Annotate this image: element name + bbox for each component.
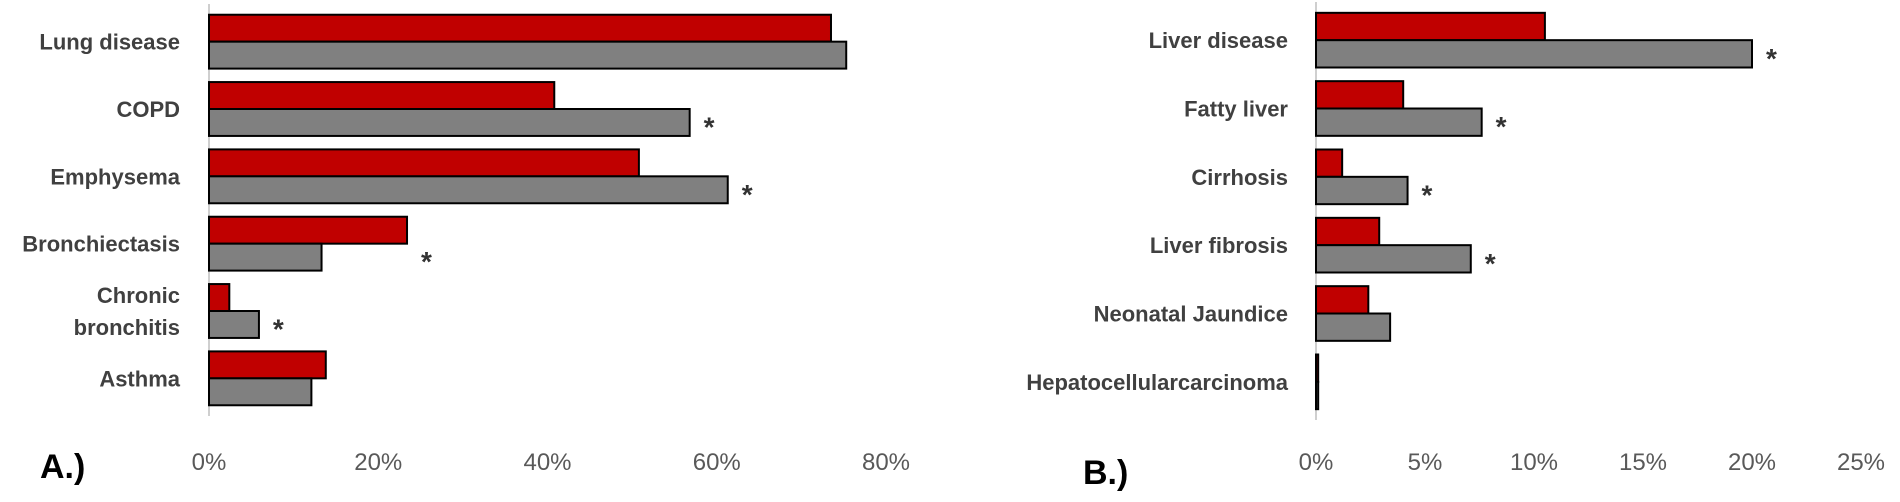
x-tick-label: 80% (862, 449, 910, 476)
x-tick-label: 20% (1728, 449, 1776, 476)
category-label: Bronchiectasis (22, 232, 180, 257)
bar-series-1 (208, 283, 231, 313)
bar-series-1 (1315, 148, 1344, 178)
category-label: Liver disease (1149, 28, 1288, 53)
bar-series-2 (208, 310, 260, 339)
significance-marker: * (704, 111, 715, 142)
bar-series-2 (208, 40, 848, 70)
x-tick-label: 15% (1619, 449, 1667, 476)
category-label: Liver fibrosis (1150, 233, 1288, 258)
bar-series-1 (208, 148, 640, 178)
bar-series-2 (208, 108, 691, 137)
x-tick-label: 5% (1408, 449, 1443, 476)
bar-series-1 (1315, 80, 1405, 110)
category-label: COPD (116, 97, 180, 122)
category-label: Cirrhosis (1191, 165, 1288, 190)
x-tick-label: 25% (1837, 449, 1885, 476)
x-tick-label: 10% (1510, 449, 1558, 476)
category-label: bronchitis (74, 315, 180, 340)
bar-series-1 (1315, 353, 1320, 383)
bar-series-1 (208, 215, 409, 245)
bar-series-1 (208, 81, 556, 110)
x-tick-label: 60% (693, 449, 741, 476)
category-label: Hepatocellularcarcinoma (1026, 370, 1288, 395)
bar-series-2 (208, 242, 323, 272)
significance-marker: * (1766, 43, 1777, 74)
x-tick-label: 0% (1299, 449, 1334, 476)
x-tick-label: 40% (523, 449, 571, 476)
bar-series-2 (1315, 39, 1753, 69)
significance-marker: * (1422, 180, 1433, 211)
bar-series-1 (1315, 11, 1546, 42)
bar-series-2 (1315, 312, 1392, 342)
significance-marker: * (273, 313, 284, 344)
bar-series-2 (208, 175, 729, 205)
bar-series-1 (1315, 216, 1381, 247)
significance-marker: * (421, 246, 432, 277)
chart-panel-b: Liver disease * Fatty liver * Cirrhosis * Live… (1026, 2, 1885, 492)
bar-series-2 (1315, 380, 1320, 411)
category-label: Lung disease (39, 30, 180, 55)
bar-series-2 (1315, 244, 1472, 274)
significance-marker: * (1485, 248, 1496, 279)
bar-series-2 (208, 377, 313, 407)
chart-panel-a: Lung disease COPD * Emphysema * Bronchiectasi… (22, 4, 910, 486)
bar-series-2 (1315, 175, 1409, 206)
category-label: Emphysema (50, 164, 180, 189)
bar-series-1 (208, 13, 832, 43)
category-label: Asthma (99, 366, 180, 391)
bar-series-1 (1315, 285, 1370, 315)
bar-series-2 (1315, 107, 1483, 137)
significance-marker: * (742, 179, 753, 210)
category-label: Neonatal Jaundice (1094, 302, 1288, 327)
category-label: Fatty liver (1184, 97, 1288, 122)
panel-label: B.) (1083, 454, 1128, 492)
x-tick-label: 0% (192, 449, 227, 476)
bar-series-1 (208, 350, 327, 380)
panel-label: A.) (40, 448, 85, 486)
category-label: Chronic (97, 283, 180, 308)
significance-marker: * (1496, 111, 1507, 142)
x-tick-label: 20% (354, 449, 402, 476)
